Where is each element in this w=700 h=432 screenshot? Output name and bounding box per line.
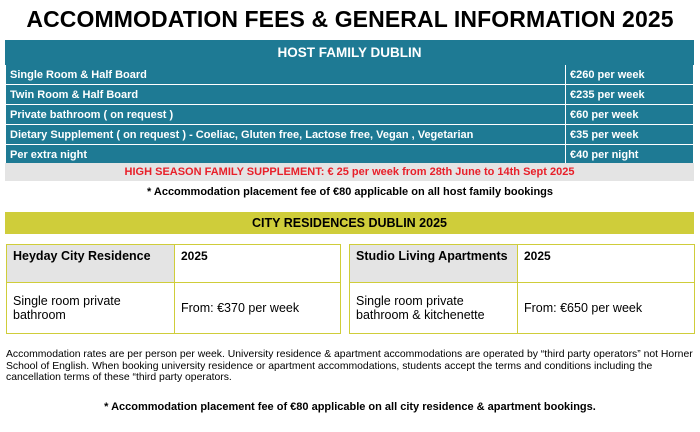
fee-label: Per extra night: [5, 144, 566, 165]
table-row: Private bathroom ( on request ) €60 per …: [5, 104, 694, 125]
table-row: Per extra night €40 per night: [5, 144, 694, 165]
fee-price: €235 per week: [565, 84, 694, 105]
residence-room-type: Single room private bathroom & kitchenet…: [349, 282, 518, 334]
residence-name: Heyday City Residence: [6, 244, 175, 283]
residence-price: From: €650 per week: [517, 282, 695, 334]
residence-year: 2025: [517, 244, 695, 283]
third-party-footnote: Accommodation rates are per person per w…: [6, 349, 693, 384]
host-family-table: HOST FAMILY DUBLIN Single Room & Half Bo…: [5, 40, 694, 165]
fee-price: €35 per week: [565, 124, 694, 145]
residence-name: Studio Living Apartments: [349, 244, 518, 283]
fee-price: €60 per week: [565, 104, 694, 125]
table-row: Dietary Supplement ( on request ) - Coel…: [5, 124, 694, 145]
fee-price: €40 per night: [565, 144, 694, 165]
page-title: ACCOMMODATION FEES & GENERAL INFORMATION…: [26, 6, 674, 32]
fee-label: Private bathroom ( on request ): [5, 104, 566, 125]
residence-room-type: Single room private bathroom: [6, 282, 175, 334]
table-row: Twin Room & Half Board €235 per week: [5, 84, 694, 105]
table-row: Single Room & Half Board €260 per week: [5, 64, 694, 85]
fee-label: Single Room & Half Board: [5, 64, 566, 85]
residence-year: 2025: [174, 244, 341, 283]
residence-card-studio-living: Studio Living Apartments 2025 Single roo…: [349, 244, 695, 334]
fee-label: Twin Room & Half Board: [5, 84, 566, 105]
host-family-placement-note: * Accommodation placement fee of €80 app…: [146, 186, 554, 198]
residence-price: From: €370 per week: [174, 282, 341, 334]
residence-card-heyday: Heyday City Residence 2025 Single room p…: [6, 244, 341, 334]
high-season-supplement: HIGH SEASON FAMILY SUPPLEMENT: € 25 per …: [5, 163, 694, 181]
fee-label: Dietary Supplement ( on request ) - Coel…: [5, 124, 566, 145]
city-residences-heading: CITY RESIDENCES DUBLIN 2025: [5, 212, 694, 234]
city-residence-placement-note: * Accommodation placement fee of €80 app…: [104, 401, 596, 413]
host-family-heading: HOST FAMILY DUBLIN: [5, 40, 694, 65]
fee-price: €260 per week: [565, 64, 694, 85]
